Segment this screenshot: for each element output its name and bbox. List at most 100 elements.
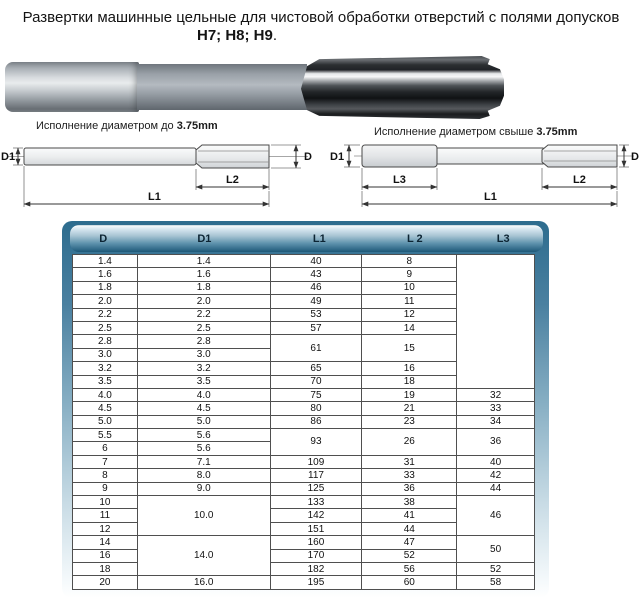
table-row: 2.5 2.5 57 14 [72,320,535,336]
table-row: 14 14.0 160 47 50 [72,535,535,577]
table-cell: 34 [456,414,535,430]
reamer-shank [5,62,139,112]
table-cell [456,254,535,389]
table-cell: 3.2 [72,361,138,376]
table-cell: 12 [361,307,458,322]
table-cell: 3.0 [72,347,138,363]
table-cell: 11 [361,294,458,309]
table-cell: 117 [269,468,363,483]
page-title: Развертки машинные цельные для чистовой … [0,0,642,45]
table-cell: 195 [269,575,363,590]
table-cell: 23 [361,414,458,430]
table-cell: 36 [456,428,535,456]
table-cell: 1.4 [72,253,138,269]
diagram-right-caption-text: Исполнение диаметром свыше [374,126,537,138]
table-cell: 9 [361,267,458,282]
table-cell: 2.2 [136,307,271,322]
table-cell: 2.5 [72,320,138,336]
flutes-outline [541,144,618,168]
table-cell: 5.6 [136,441,271,456]
diagram-left-caption-size: 3.75mm [176,120,218,132]
d-label: D [631,151,639,163]
d1-label: D1 [330,151,344,163]
table-cell: 16 [72,548,138,563]
table-cell: 2.8 [136,334,271,349]
table-header: D D1 L1 L 2 L3 [70,225,543,252]
table-cell: 142 [269,508,363,523]
table-cell: 70 [269,374,363,389]
table-row: 20 16.0 195 60 58 [72,575,535,590]
header-d: D [99,233,108,245]
table-cell: 58 [456,575,535,590]
l3-label: L3 [393,174,406,186]
table-cell: 50 [456,535,535,563]
table-cell: 1.8 [136,280,271,296]
table-cell: 53 [269,307,363,322]
table-cell: 5.5 [72,428,138,443]
table-body: 1.4 1.4 40 8 1.6 1.6 43 9 1.8 1.8 46 10 2.0 2.0 49 11 2.… [72,253,535,590]
diagram-left-caption: Исполнение диаметром до 3.75mm [36,120,218,132]
diagram-left: D1 D L2 L1 [1,144,312,207]
reamer-flutes [301,56,504,119]
header-l1: L1 [312,233,326,245]
table-cell: 2.5 [136,320,271,336]
body-outline [436,147,544,165]
table-row: 16 170 52 [72,548,535,563]
table-cell: 10.0 [136,495,271,537]
table-cell: 1.8 [72,280,138,296]
table-cell: 125 [269,481,363,497]
table-cell: 5.0 [72,414,138,430]
table-cell: 9 [72,481,138,497]
table-row: 2.2 2.2 53 12 [72,307,535,322]
table-cell: 14 [361,320,458,336]
diagram-right: D1 D L3 L2 L1 [330,144,639,207]
table-cell: 2.0 [136,294,271,309]
title-line1: Развертки машинные цельные для чистовой … [22,9,620,26]
table-cell: 49 [269,294,363,309]
table-cell: 2.8 [72,334,138,349]
table-cell: 80 [269,401,363,416]
table-cell: 57 [269,320,363,336]
table-cell: 1.6 [136,267,271,282]
table-cell: 46 [456,495,535,537]
table-cell: 9.0 [136,481,271,497]
table-cell: 75 [269,387,363,403]
table-cell: 160 [269,535,363,550]
table-cell: 52 [456,561,535,577]
table-cell: 8.0 [136,468,271,483]
table-row: 12 151 44 [72,521,535,537]
table-cell: 10 [72,495,138,510]
table-row: 4.0 4.0 75 19 32 [72,387,535,403]
table-cell: 60 [361,575,458,590]
table-cell: 1.4 [136,253,271,269]
table-cell: 6 [72,441,138,456]
table-cell: 11 [72,508,138,523]
table-cell: 4.0 [72,387,138,403]
reamer-photo [0,52,642,124]
table-row: 4.5 4.5 80 21 33 [72,401,535,416]
d-label: D [304,151,312,163]
table-cell: 41 [361,508,458,523]
table-cell: 4.5 [136,401,271,416]
table-row: 5.0 5.0 86 23 34 [72,414,535,430]
table-cell: 14.0 [136,535,271,577]
table-cell: 4.0 [136,387,271,403]
table-row: 7 7.1 109 31 40 [72,454,535,470]
diagram-left-caption-text: Исполнение диаметром до [36,120,177,132]
table-row: 8 8.0 117 33 42 [72,468,535,483]
table-cell: 26 [361,428,458,456]
table-cell: 10 [361,280,458,296]
table-cell: 1.6 [72,267,138,282]
table-cell: 5.0 [136,414,271,430]
table-row: 1.6 1.6 43 9 [72,267,535,282]
table-cell: 44 [361,521,458,537]
header-l3: L3 [496,233,510,245]
table-cell: 19 [361,387,458,403]
table-cell: 32 [456,387,535,403]
table-cell: 3.2 [136,361,271,376]
diagram-right-caption: Исполнение диаметром свыше 3.75mm [374,126,577,138]
table-cell: 40 [456,454,535,470]
table-cell: 21 [361,401,458,416]
table-cell: 52 [361,548,458,563]
table-cell: 4.5 [72,401,138,416]
